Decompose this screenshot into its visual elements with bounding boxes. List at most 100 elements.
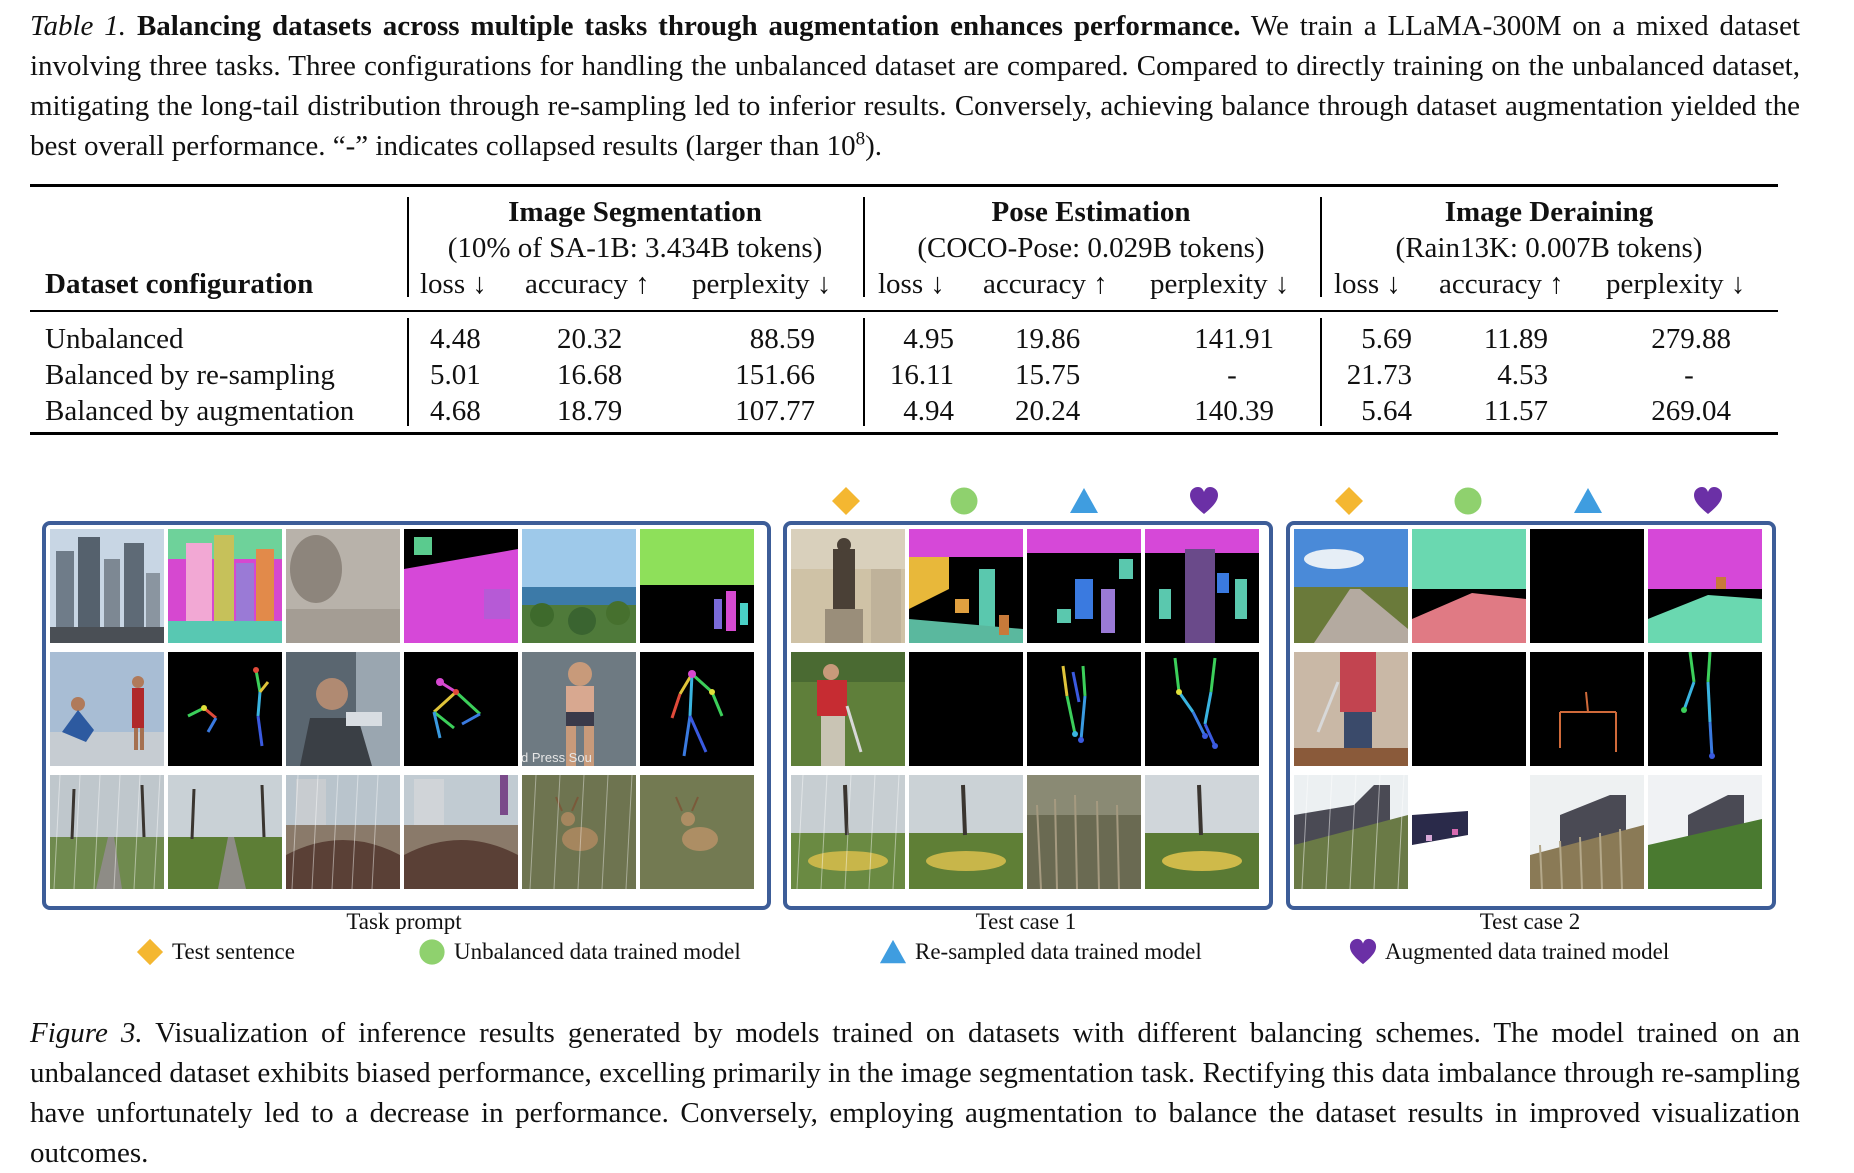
group-title: Pose Estimation	[991, 196, 1191, 228]
test2-resampled-seg	[1530, 529, 1644, 643]
table-cell: 151.66	[735, 359, 815, 391]
prompt-pose-man	[404, 652, 518, 766]
metric-header: loss ↓	[878, 268, 945, 300]
table-caption-end: ).	[865, 130, 883, 162]
metric-header: perplexity ↓	[1150, 268, 1290, 300]
legend-label: Test sentence	[172, 939, 295, 964]
table-cell: 21.73	[1346, 359, 1412, 391]
metric-header: loss ↓	[420, 268, 487, 300]
prompt-image-skyscrapers	[50, 529, 164, 643]
panel-label: Task prompt	[346, 909, 462, 934]
test1-input-rainy-park	[791, 775, 905, 889]
test1-unbalanced-seg	[909, 529, 1023, 643]
table-vsep	[1320, 318, 1322, 426]
table-caption-title: Balancing datasets across multiple tasks…	[136, 10, 1241, 42]
row-header: Dataset configuration	[45, 268, 314, 300]
heart-icon	[1694, 487, 1722, 514]
table-top-rule	[30, 184, 1778, 187]
test1-unbalanced-derain	[909, 775, 1023, 889]
table-bottom-rule	[30, 432, 1778, 435]
panel-label: Test case 1	[975, 909, 1077, 934]
table-cell: 11.57	[1483, 395, 1548, 427]
test2-augmented-pose	[1648, 652, 1762, 766]
group-subtitle: (COCO-Pose: 0.029B tokens)	[917, 232, 1265, 264]
table-vsep	[1320, 197, 1322, 297]
table-vsep	[407, 197, 409, 297]
metric-header: accuracy ↑	[983, 268, 1108, 300]
triangle-icon	[1070, 488, 1098, 513]
legend-label: Re-sampled data trained model	[915, 939, 1202, 964]
table-vsep	[863, 197, 865, 297]
legend-item: Augmented data trained model	[1349, 936, 1669, 968]
table-cell: 16.68	[557, 359, 623, 391]
panel-label: Test case 2	[1479, 909, 1581, 934]
prompt-image-clear-building	[404, 775, 518, 889]
prompt-image-sea	[522, 529, 636, 643]
prompt-pose-woman	[640, 652, 754, 766]
prompt-image-rainy-building	[286, 775, 400, 889]
legend-item: Test sentence	[136, 936, 295, 968]
diamond-icon	[136, 938, 164, 966]
test2-input-road	[1294, 529, 1408, 643]
circle-icon	[1454, 487, 1482, 515]
figure-caption-label: Figure 3.	[30, 1017, 143, 1049]
metric-header: loss ↓	[1334, 268, 1401, 300]
test1-augmented-derain	[1145, 775, 1259, 889]
table-cell: 18.79	[557, 395, 623, 427]
test1-unbalanced-pose	[909, 652, 1023, 766]
table-cell: 19.86	[1015, 323, 1081, 355]
test-case-2-panel	[1286, 521, 1776, 910]
row-label: Balanced by augmentation	[45, 395, 355, 427]
prompt-image-clear-deer	[640, 775, 754, 889]
test2-input-rainy-castle	[1294, 775, 1408, 889]
test2-resampled-derain	[1530, 775, 1644, 889]
legend-label: Augmented data trained model	[1385, 939, 1670, 964]
figure-caption: Figure 3. Visualization of inference res…	[30, 1013, 1800, 1173]
metric-header: accuracy ↑	[1439, 268, 1564, 300]
test2-input-person	[1294, 652, 1408, 766]
legend-label: Unbalanced data trained model	[454, 939, 741, 964]
diamond-icon	[832, 487, 860, 515]
prompt-image-woman: d Press Sou	[522, 652, 636, 766]
watermark-text: d Press Sou	[522, 750, 592, 765]
group-subtitle: (Rain13K: 0.007B tokens)	[1395, 232, 1703, 264]
prompt-mask-skyscrapers	[168, 529, 282, 643]
test1-input-golfer	[791, 652, 905, 766]
table-cell: -	[1227, 359, 1237, 391]
test2-augmented-derain	[1648, 775, 1762, 889]
test2-unbalanced-pose	[1412, 652, 1526, 766]
test1-resampled-seg	[1027, 529, 1141, 643]
group-title: Image Deraining	[1444, 196, 1654, 228]
table-caption-label: Table 1.	[30, 10, 127, 42]
table-cell: 279.88	[1651, 323, 1731, 355]
table-cell: 5.01	[430, 359, 481, 391]
table-mid-rule	[30, 310, 1778, 312]
legend-item: Re-sampled data trained model	[879, 936, 1202, 968]
metric-header: perplexity ↓	[692, 268, 832, 300]
prompt-image-athletes	[50, 652, 164, 766]
test2-augmented-seg	[1648, 529, 1762, 643]
test1-input-statue	[791, 529, 905, 643]
test1-resampled-derain	[1027, 775, 1141, 889]
table-cell: 4.68	[430, 395, 481, 427]
prompt-image-man	[286, 652, 400, 766]
row-label: Unbalanced	[45, 323, 184, 355]
metric-header: perplexity ↓	[1606, 268, 1746, 300]
prompt-image-clear-path	[168, 775, 282, 889]
table-cell: 140.39	[1194, 395, 1274, 427]
table-caption-body: We train a LLaMA-300M on a mixed dataset…	[30, 10, 1801, 162]
table-cell: 4.95	[903, 323, 954, 355]
prompt-mask-sea	[640, 529, 754, 643]
table-cell: 107.77	[735, 395, 815, 427]
prompt-image-rainy-path	[50, 775, 164, 889]
triangle-icon	[879, 939, 907, 964]
table-cell: 4.94	[903, 395, 954, 427]
table-caption-exponent: 8	[855, 128, 866, 150]
table-cell: 20.24	[1015, 395, 1081, 427]
test2-unbalanced-derain	[1412, 775, 1526, 889]
legend-item: Unbalanced data trained model	[418, 936, 741, 968]
prompt-image-ground	[286, 529, 400, 643]
metric-header: accuracy ↑	[525, 268, 650, 300]
table-cell: 4.48	[430, 323, 481, 355]
table-cell: 15.75	[1015, 359, 1081, 391]
